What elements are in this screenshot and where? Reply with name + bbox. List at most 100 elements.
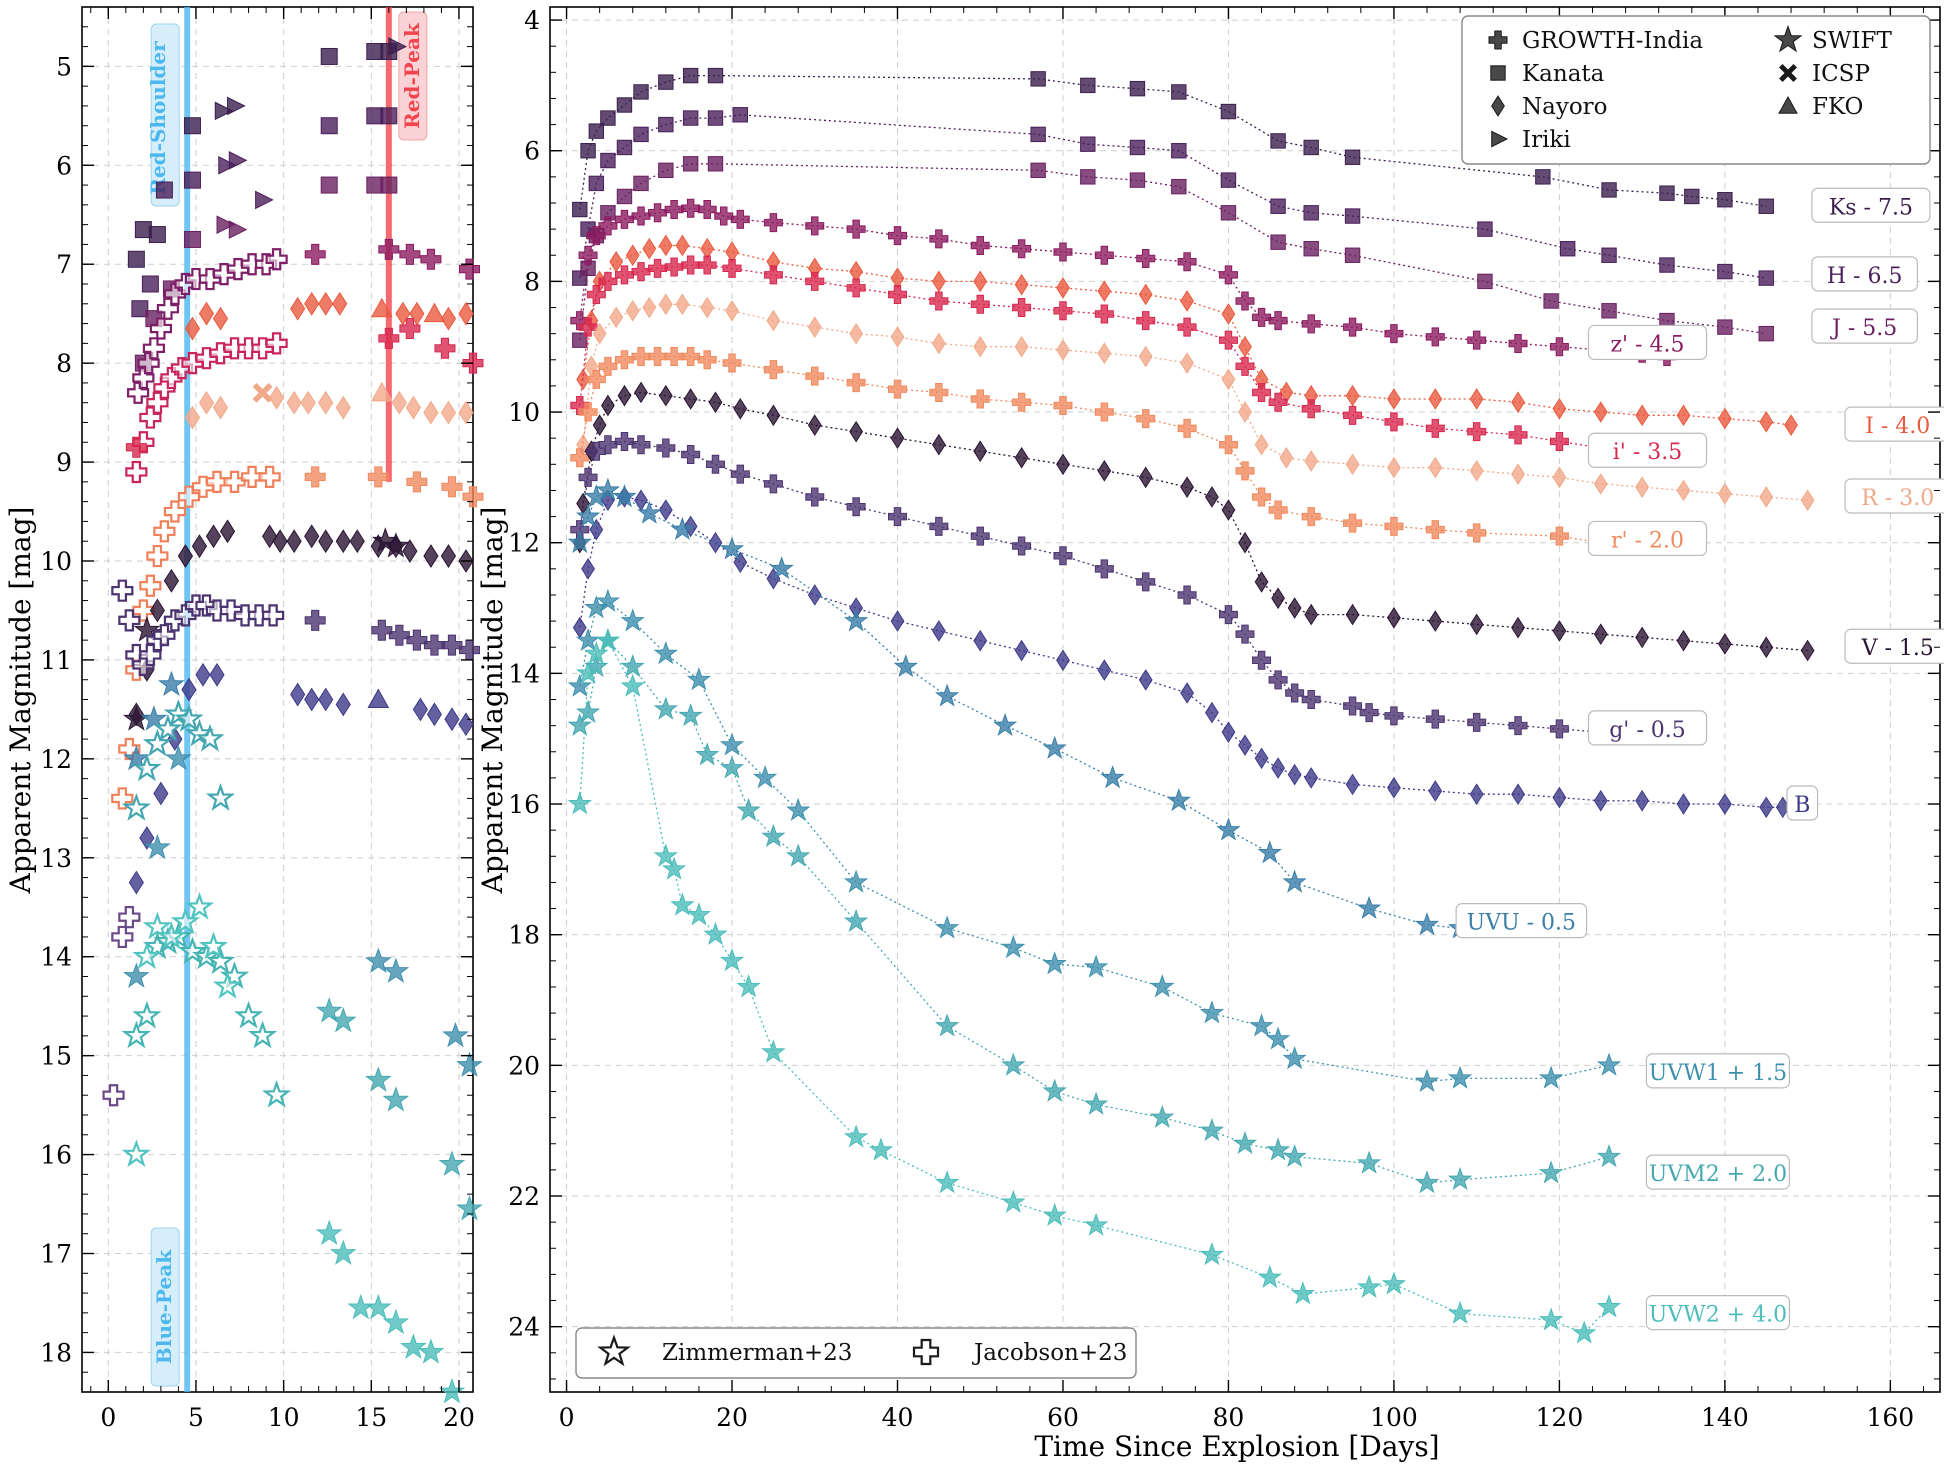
data-point xyxy=(695,742,720,766)
data-point xyxy=(131,300,149,318)
data-point xyxy=(141,275,159,293)
data-point xyxy=(406,471,428,493)
data-point xyxy=(214,101,234,121)
data-point xyxy=(1469,783,1484,806)
legend-source-entry: Zimmerman+23 xyxy=(597,1334,852,1367)
data-point xyxy=(1559,241,1576,257)
data-point xyxy=(1252,487,1272,507)
data-point xyxy=(598,356,618,376)
y-tick-label: 10 xyxy=(508,398,540,427)
data-point xyxy=(805,271,825,291)
data-point xyxy=(683,388,698,410)
data-point xyxy=(1287,763,1302,786)
series-i-fko xyxy=(370,297,446,323)
data-point xyxy=(572,201,588,218)
series-label: z' - 4.5 xyxy=(1610,332,1684,357)
data-point xyxy=(1199,1000,1225,1024)
data-point xyxy=(163,282,187,305)
data-point xyxy=(1218,605,1238,625)
data-point xyxy=(212,971,243,999)
data-point xyxy=(1601,182,1617,198)
data-point xyxy=(1083,1212,1109,1236)
data-point xyxy=(1477,273,1493,290)
data-point xyxy=(1199,1117,1225,1142)
data-point xyxy=(1428,780,1443,802)
data-point xyxy=(399,243,421,265)
data-point xyxy=(438,1377,466,1404)
data-point xyxy=(634,381,648,404)
data-point xyxy=(318,687,334,712)
data-point xyxy=(719,755,745,779)
y-tick-label: 14 xyxy=(40,943,72,972)
series-h-6-5 xyxy=(572,107,1774,286)
legend-x-icon xyxy=(1779,64,1797,82)
data-point xyxy=(617,384,632,407)
data-point xyxy=(332,291,348,316)
data-point xyxy=(653,640,678,665)
data-point xyxy=(1447,1065,1473,1089)
data-point xyxy=(1717,633,1732,655)
data-point xyxy=(631,347,651,367)
data-point xyxy=(1758,198,1774,214)
y-tick-label: 12 xyxy=(40,745,72,774)
legend-source-label: Zimmerman+23 xyxy=(662,1340,852,1366)
data-point xyxy=(1235,291,1255,311)
data-point xyxy=(973,270,988,293)
data-point xyxy=(1447,1300,1473,1324)
data-point xyxy=(616,97,633,113)
data-point xyxy=(763,213,783,233)
data-point xyxy=(170,906,201,935)
series-label-box xyxy=(1844,478,1944,514)
data-point xyxy=(719,536,745,560)
data-point xyxy=(1301,314,1321,334)
data-point xyxy=(664,200,684,220)
data-point xyxy=(247,1020,278,1049)
data-point xyxy=(228,151,248,170)
x-tick-label: 40 xyxy=(882,1403,914,1432)
data-point xyxy=(1268,392,1288,412)
data-point xyxy=(423,634,445,656)
data-point xyxy=(1359,703,1379,723)
series-g xyxy=(304,609,480,661)
data-point xyxy=(1235,624,1255,644)
data-point xyxy=(570,448,590,468)
data-point xyxy=(1425,709,1445,729)
data-point xyxy=(1759,486,1774,508)
data-point xyxy=(318,390,334,415)
legend-instruments: GROWTH-India Kanata Nayoro Iriki SWIFT ICSP FK… xyxy=(1461,15,1931,165)
data-point xyxy=(426,702,443,727)
data-point xyxy=(1171,178,1187,195)
data-point xyxy=(1014,335,1029,358)
x-tick-label: 5 xyxy=(188,1403,204,1432)
data-point xyxy=(218,155,237,175)
series-line xyxy=(579,74,1767,210)
data-point xyxy=(140,705,168,731)
data-point xyxy=(888,507,907,527)
data-point xyxy=(1511,783,1525,806)
data-point xyxy=(686,667,712,691)
data-point xyxy=(382,1308,410,1335)
data-point xyxy=(102,1084,125,1107)
data-point xyxy=(1800,639,1815,662)
data-point xyxy=(1344,247,1361,263)
data-point xyxy=(1265,1026,1291,1050)
series-label: UVW2 + 4.0 xyxy=(1649,1303,1787,1328)
data-point xyxy=(1042,735,1067,759)
data-point xyxy=(198,390,215,415)
data-point xyxy=(598,435,618,455)
data-point xyxy=(1538,1065,1564,1089)
data-point xyxy=(805,487,825,507)
data-point xyxy=(586,284,606,304)
data-point xyxy=(1511,463,1525,485)
data-point xyxy=(1593,473,1608,495)
data-point xyxy=(290,296,306,321)
data-point xyxy=(1356,1150,1382,1174)
data-point xyxy=(1083,954,1109,978)
data-point xyxy=(992,712,1018,736)
data-point xyxy=(595,477,621,501)
data-point xyxy=(1056,277,1070,299)
series-g-0-5 xyxy=(570,431,1627,742)
data-point xyxy=(128,870,144,895)
data-point xyxy=(567,712,592,736)
